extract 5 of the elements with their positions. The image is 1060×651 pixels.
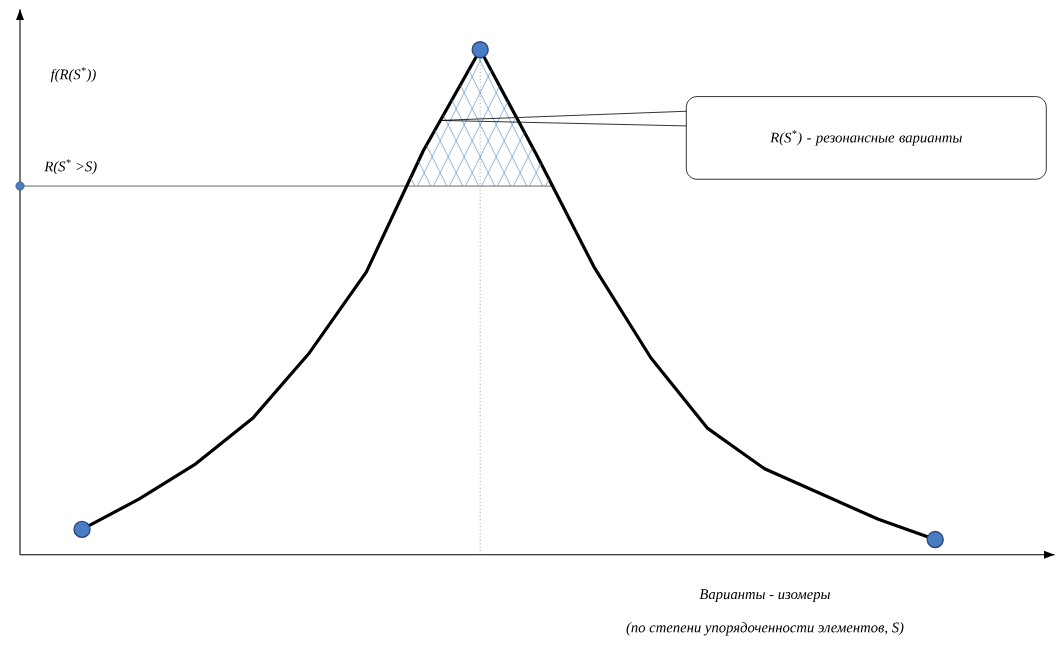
ref-line-label: R(S$^{*}$ >S) xyxy=(44,159,97,175)
annotation: R(S$^{*}$) - резонансные варианты xyxy=(770,130,962,146)
y-axis-title: f(R(S$^{*}$)) xyxy=(50,67,96,83)
x-axis-title: Варианты - изомеры xyxy=(699,589,830,603)
text: (по степени упорядоченности элементов, S) xyxy=(626,622,904,636)
